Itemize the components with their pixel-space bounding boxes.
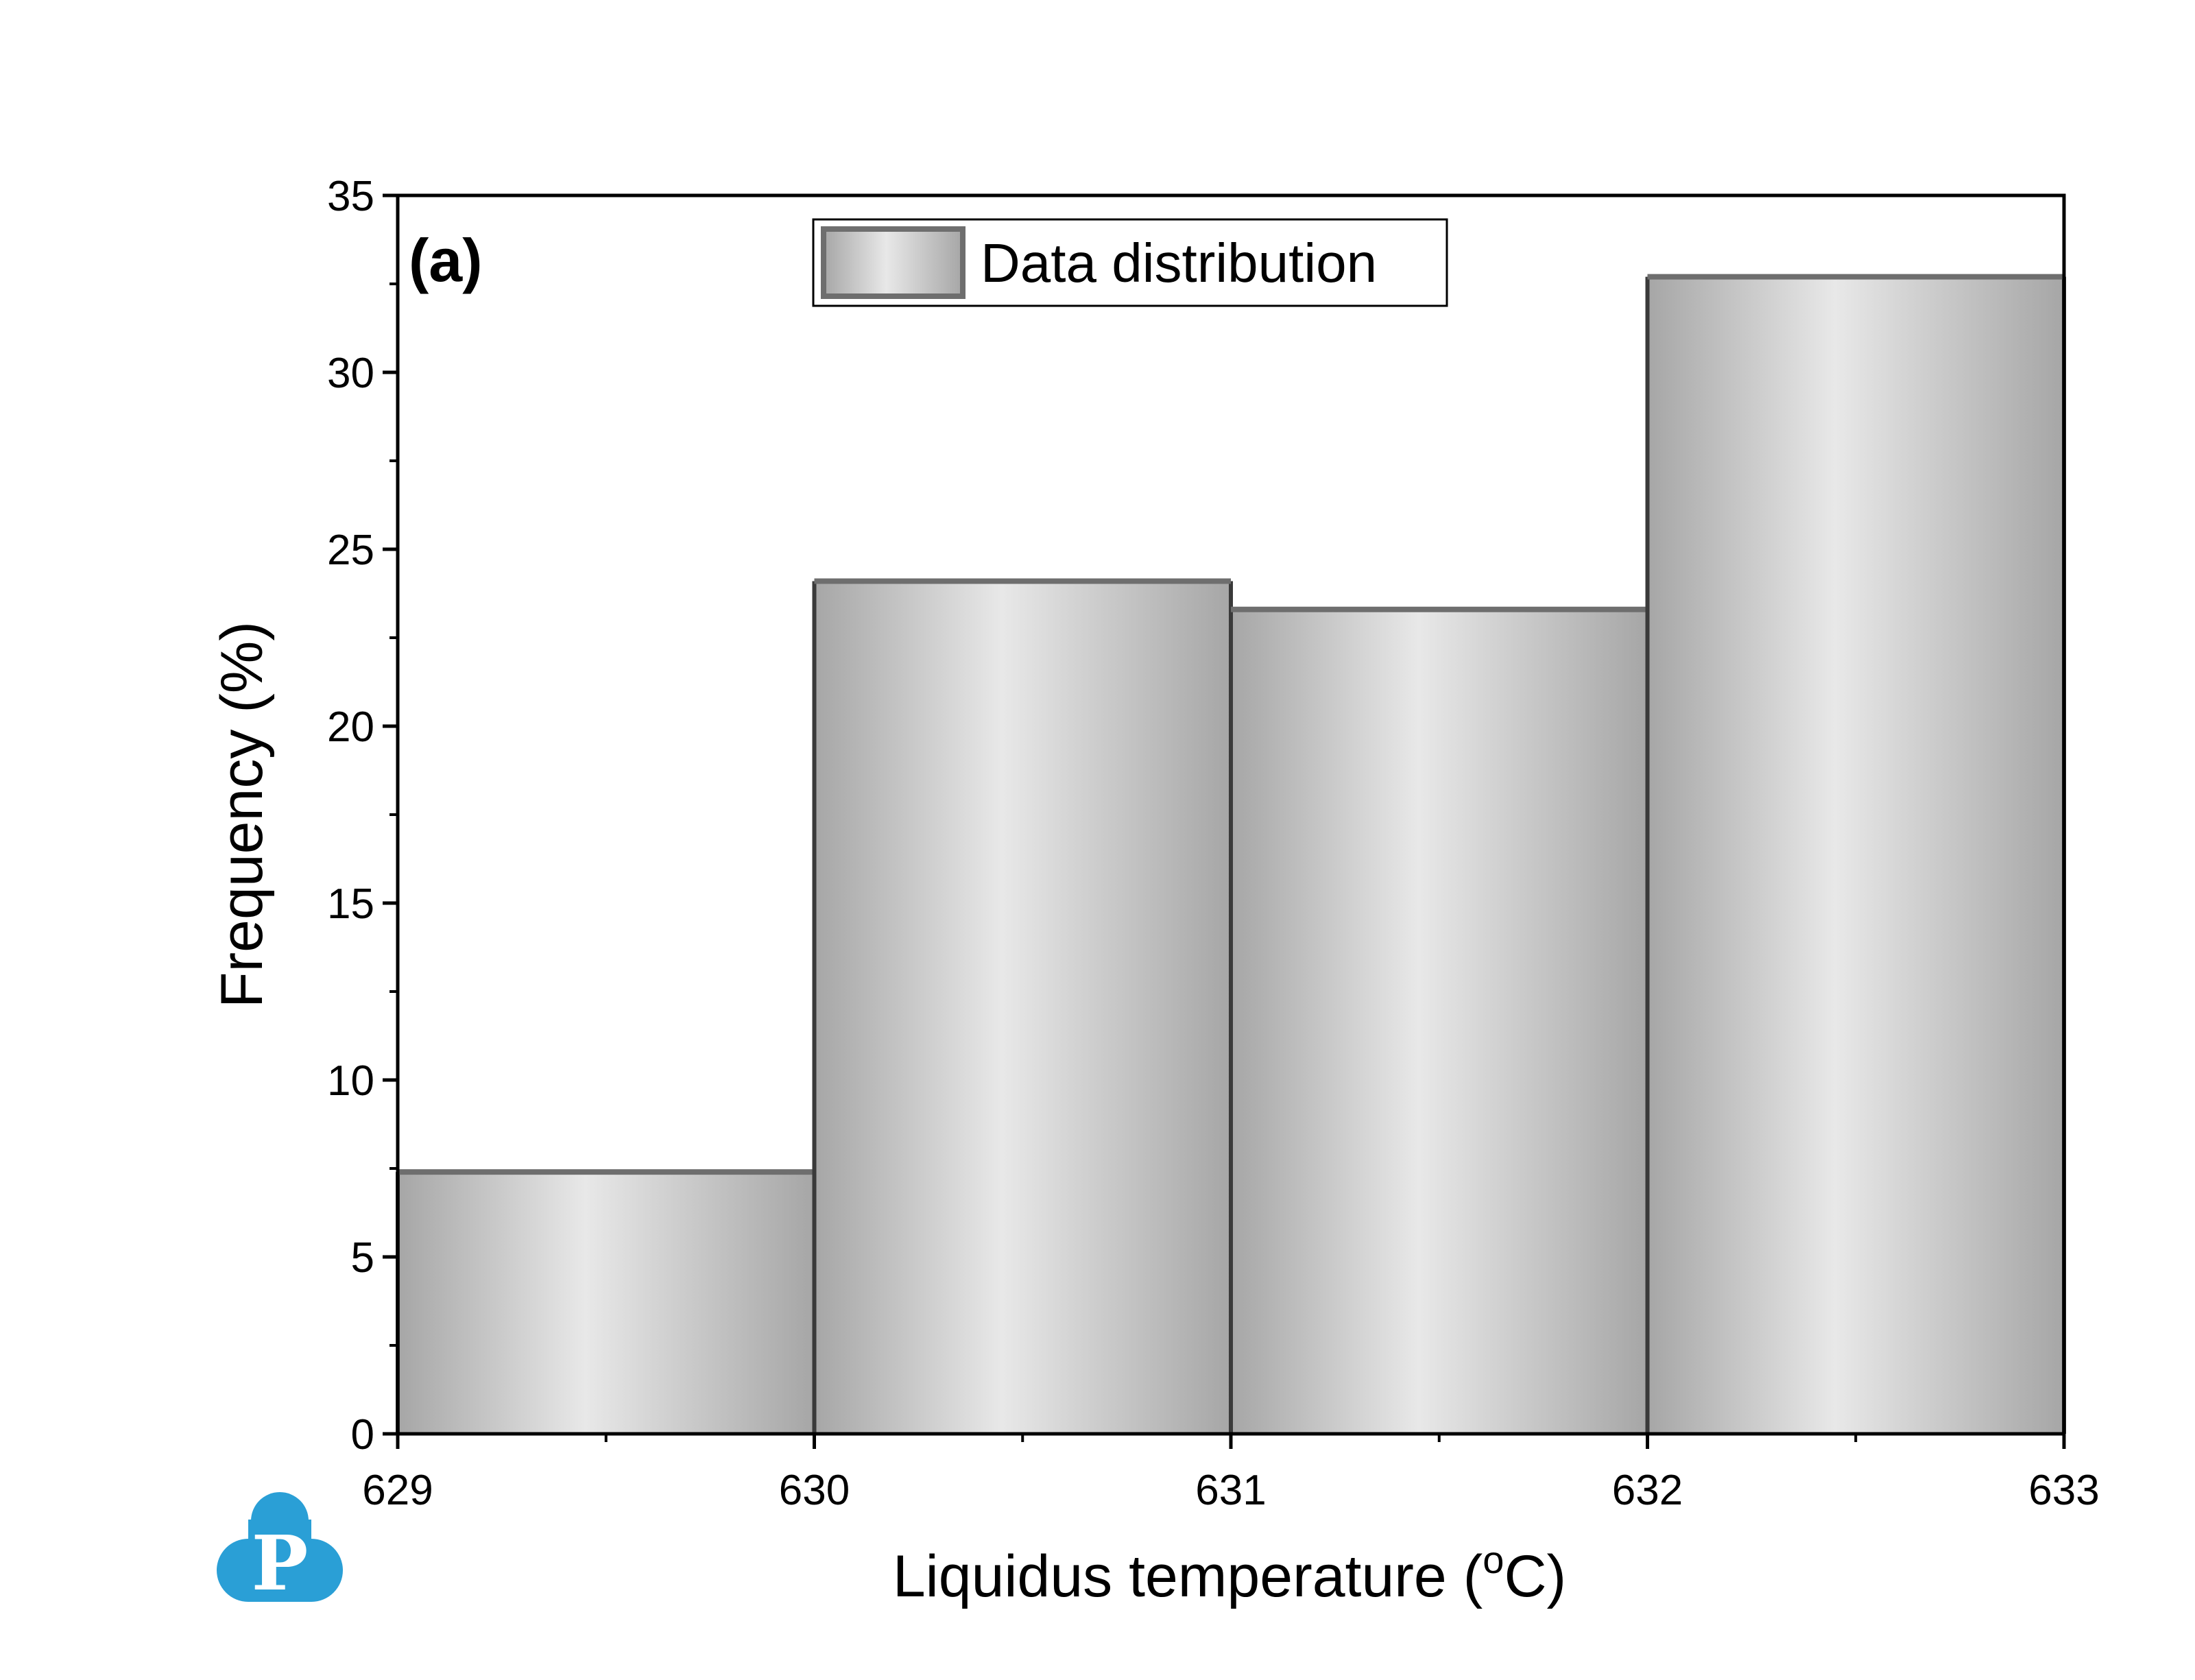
x-tick-label: 633 xyxy=(2028,1467,2099,1514)
histogram-bar xyxy=(1645,274,2066,1435)
x-tick-label: 630 xyxy=(779,1467,850,1514)
x-axis-ticks: 629 630 631 632 633 xyxy=(362,1434,2100,1514)
logo-letter: P xyxy=(252,1519,309,1607)
y-tick-label: 5 xyxy=(351,1234,374,1282)
legend: Data distribution xyxy=(812,218,1448,307)
histogram-bar xyxy=(812,578,1233,1435)
y-tick-label: 35 xyxy=(327,173,374,220)
cloud-p-logo-icon: P xyxy=(217,1492,343,1607)
y-axis-title: Frequency (%) xyxy=(209,621,275,1008)
y-tick-label: 0 xyxy=(351,1411,374,1459)
x-tick-label: 631 xyxy=(1195,1467,1266,1514)
panel-label: (a) xyxy=(409,226,483,294)
legend-label: Data distribution xyxy=(981,232,1377,293)
bar-fill xyxy=(1647,276,2064,1435)
x-axis-title-end: C) xyxy=(1504,1544,1566,1609)
histogram-bar xyxy=(396,1169,817,1434)
bars-layer xyxy=(396,274,2066,1435)
bar-fill xyxy=(814,581,1231,1435)
bar-fill xyxy=(1231,609,1648,1434)
y-tick-label: 30 xyxy=(327,350,374,397)
histogram-bar xyxy=(1229,606,1650,1434)
legend-swatch xyxy=(821,226,965,299)
bar-fill xyxy=(398,1172,815,1434)
y-tick-label: 20 xyxy=(327,704,374,751)
y-axis-ticks: 0 5 10 15 20 25 30 35 xyxy=(327,173,398,1459)
x-axis-title-main: Liquidus temperature ( xyxy=(893,1544,1483,1609)
x-axis-title: Liquidus temperature (oC) xyxy=(893,1538,1566,1609)
x-tick-label: 632 xyxy=(1612,1467,1683,1514)
x-axis-title-superscript: o xyxy=(1483,1538,1504,1581)
y-tick-label: 25 xyxy=(327,527,374,574)
y-tick-label: 15 xyxy=(327,880,374,928)
y-tick-label: 10 xyxy=(327,1057,374,1105)
x-tick-label: 629 xyxy=(362,1467,433,1514)
